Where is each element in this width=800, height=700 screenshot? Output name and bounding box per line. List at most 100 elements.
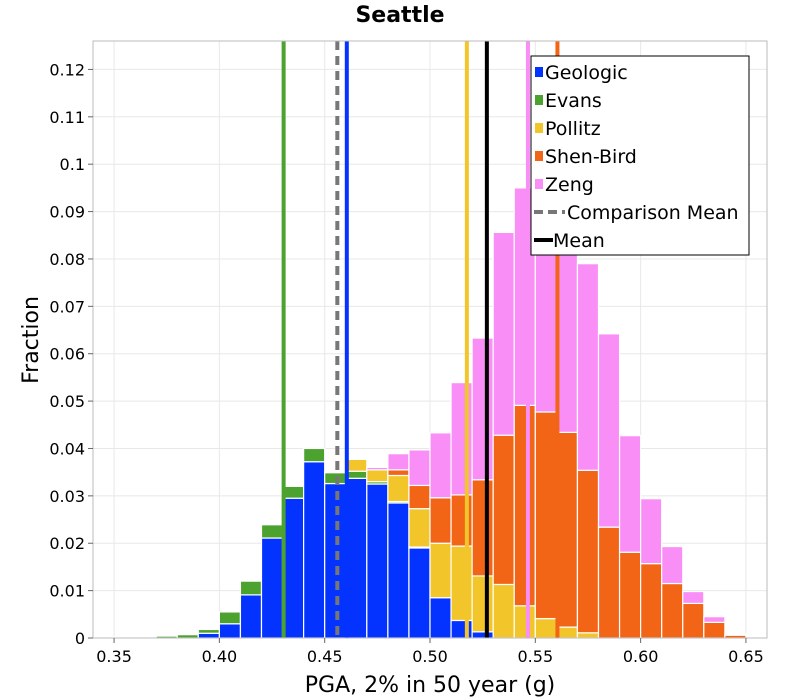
bar-shen-bird [492, 434, 515, 586]
bar-pollitz [387, 474, 410, 503]
y-tick-label: 0.08 [49, 250, 85, 269]
legend-label-evans: Evans [545, 90, 602, 112]
x-tick-label: 0.50 [412, 647, 448, 666]
legend-swatch-geologic [535, 67, 543, 77]
bar-shen-bird [450, 494, 473, 547]
y-tick-label: 0.03 [49, 487, 85, 506]
y-tick-label: 0 [75, 629, 85, 648]
bar-geologic [429, 597, 452, 639]
bar-zeng [682, 590, 705, 605]
bar-shen-bird [408, 484, 431, 510]
legend-swatch-zeng [535, 179, 543, 189]
bar-pollitz [429, 542, 452, 599]
y-axis-ticks: 0 0.01 0.02 0.03 0.04 0.05 0.06 0.07 0.08 0.09 0.1… [49, 60, 93, 648]
y-tick-label: 0.11 [49, 108, 85, 127]
bar-shen-bird [640, 563, 663, 639]
bar-geologic [260, 537, 284, 639]
bar-pollitz [555, 626, 579, 639]
bar-shen-bird [387, 469, 410, 477]
x-tick-label: 0.40 [202, 647, 238, 666]
bar-pollitz [408, 508, 431, 548]
bar-evans [260, 524, 284, 539]
bar-pollitz [450, 545, 473, 622]
x-tick-label: 0.55 [518, 647, 554, 666]
legend-label-pollitz: Pollitz [545, 118, 601, 140]
bar-zeng [703, 616, 726, 623]
bar-shen-bird [597, 526, 621, 639]
bar-zeng [429, 432, 452, 499]
bar-evans [303, 447, 326, 463]
bar-shen-bird [682, 602, 705, 639]
legend-label-zeng: Zeng [545, 174, 594, 196]
chart-title: Seattle [355, 3, 444, 28]
bar-shen-bird [513, 404, 536, 607]
bar-zeng [366, 466, 389, 471]
bar-geologic [450, 619, 473, 639]
histogram-bars [113, 187, 747, 639]
bar-zeng [597, 333, 621, 528]
bar-pollitz [513, 605, 536, 639]
legend-swatch-shen-bird [535, 151, 543, 161]
x-tick-label: 0.65 [728, 647, 764, 666]
bar-zeng [576, 263, 600, 471]
x-tick-label: 0.35 [96, 647, 132, 666]
bar-zeng [555, 242, 579, 433]
bar-evans [197, 628, 220, 634]
bar-zeng [471, 337, 494, 481]
bar-pollitz [576, 632, 600, 639]
bar-shen-bird [576, 469, 600, 634]
bar-geologic [239, 594, 263, 639]
x-tick-label: 0.45 [307, 647, 343, 666]
legend: Geologic Evans Pollitz Shen-Bird Zeng Compari… [530, 55, 750, 256]
bar-geologic [218, 623, 242, 639]
bar-evans [345, 470, 368, 479]
x-axis-label: PGA, 2% in 50 year (g) [305, 673, 556, 698]
bar-geologic [408, 547, 431, 639]
legend-label-shen-bird: Shen-Bird [545, 146, 637, 168]
bar-geologic [281, 497, 305, 639]
bar-pollitz [345, 458, 368, 472]
y-tick-label: 0.09 [49, 203, 85, 222]
legend-label-comparison-mean: Comparison Mean [567, 202, 739, 224]
y-tick-label: 0.04 [49, 439, 85, 458]
bar-geologic [345, 477, 368, 639]
y-tick-label: 0.1 [60, 155, 85, 174]
bar-pollitz [534, 617, 557, 639]
bar-shen-bird [534, 411, 557, 620]
bar-geologic [324, 482, 347, 639]
legend-box [530, 55, 750, 256]
legend-swatch-pollitz [535, 123, 543, 133]
x-axis-ticks: 0.35 0.40 0.45 0.50 0.55 0.60 0.65 [96, 638, 764, 666]
bar-shen-bird [618, 551, 642, 639]
bar-pollitz [366, 469, 389, 483]
bar-shen-bird [429, 497, 452, 544]
legend-label-geologic: Geologic [545, 62, 628, 84]
bar-geologic [303, 461, 326, 639]
bar-evans [324, 472, 347, 485]
bar-pollitz [492, 583, 515, 639]
y-tick-label: 0.07 [49, 297, 85, 316]
bar-pollitz [471, 575, 494, 633]
bar-evans [218, 611, 242, 625]
bar-shen-bird [555, 431, 579, 628]
y-tick-label: 0.12 [49, 60, 85, 79]
bar-shen-bird [471, 479, 494, 577]
bar-geologic [366, 483, 389, 639]
bar-evans [281, 485, 305, 499]
legend-label-mean: Mean [553, 230, 605, 252]
bar-shen-bird [703, 621, 726, 639]
bar-zeng [408, 449, 431, 487]
bar-shen-bird [661, 582, 684, 639]
bar-geologic [471, 631, 494, 639]
bar-geologic [387, 502, 410, 639]
x-tick-label: 0.60 [623, 647, 659, 666]
bar-zeng [724, 633, 747, 636]
bar-zeng [618, 435, 642, 553]
bar-zeng [387, 453, 410, 471]
bar-zeng [661, 545, 684, 585]
bar-zeng [640, 498, 663, 565]
y-tick-label: 0.02 [49, 534, 85, 553]
y-tick-label: 0.06 [49, 345, 85, 364]
y-tick-label: 0.05 [49, 392, 85, 411]
